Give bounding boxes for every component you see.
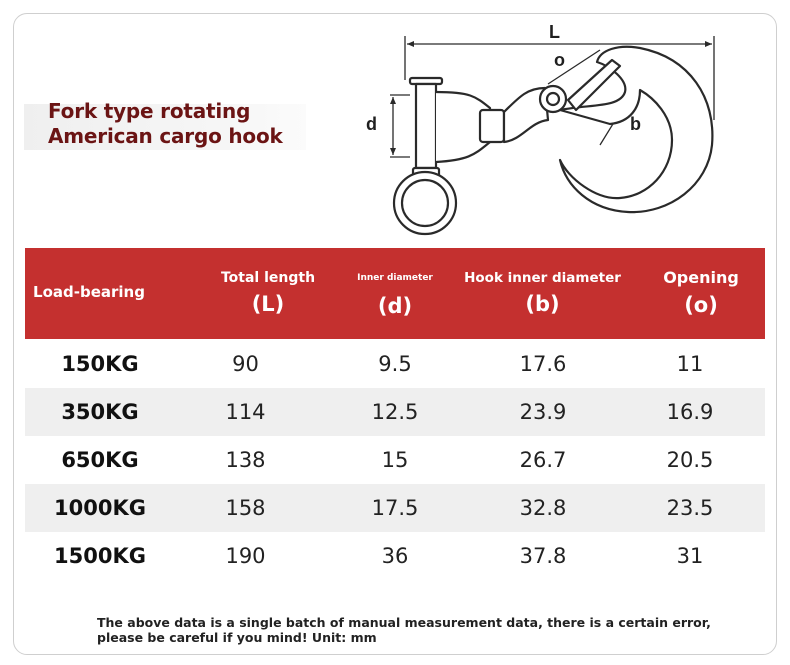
header-total-length: Total length (L) bbox=[193, 270, 343, 316]
swivel-eye-hole bbox=[545, 91, 561, 107]
footnote: The above data is a single batch of manu… bbox=[97, 615, 711, 645]
table-row: 1500KG 190 36 37.8 31 bbox=[25, 532, 765, 580]
cell-inner-diameter: 15 bbox=[381, 448, 409, 472]
cargo-hook bbox=[558, 45, 714, 214]
cell-opening: 16.9 bbox=[666, 400, 714, 424]
cell-inner-diameter: 9.5 bbox=[378, 352, 412, 376]
swivel-body bbox=[502, 86, 550, 144]
header-inner-diameter-symbol: (d) bbox=[377, 294, 413, 318]
ring-inner bbox=[400, 178, 450, 228]
cell-hook-diameter: 23.9 bbox=[519, 400, 567, 424]
cell-length: 190 bbox=[225, 544, 266, 568]
table-header: Load-bearing Total length (L) Inner diam… bbox=[25, 248, 765, 339]
table-row: 150KG 90 9.5 17.6 11 bbox=[25, 340, 765, 388]
cell-length: 90 bbox=[232, 352, 259, 376]
cell-hook-diameter: 32.8 bbox=[519, 496, 567, 520]
header-inner-diameter: Inner diameter (d) bbox=[345, 273, 445, 318]
cell-load: 150KG bbox=[61, 352, 139, 376]
fork-shackle bbox=[414, 82, 438, 170]
cell-length: 138 bbox=[225, 448, 266, 472]
title-box bbox=[24, 104, 306, 150]
table-row: 350KG 114 12.5 23.9 16.9 bbox=[25, 388, 765, 436]
swivel-nut bbox=[478, 108, 506, 144]
cell-hook-diameter: 26.7 bbox=[519, 448, 567, 472]
cell-length: 114 bbox=[225, 400, 266, 424]
header-load-bearing-label: Load-bearing bbox=[33, 283, 145, 301]
title-line-1: Fork type rotating bbox=[48, 99, 251, 123]
cell-load: 1000KG bbox=[54, 496, 146, 520]
cell-load: 650KG bbox=[61, 448, 139, 472]
label-L: L bbox=[549, 22, 560, 42]
cell-opening: 20.5 bbox=[666, 448, 714, 472]
header-total-length-label: Total length bbox=[220, 270, 316, 286]
label-d: d bbox=[366, 114, 377, 134]
cell-inner-diameter: 12.5 bbox=[371, 400, 419, 424]
header-inner-diameter-label: Inner diameter bbox=[357, 273, 433, 283]
header-load-bearing: Load-bearing bbox=[25, 283, 153, 301]
dim-o-line bbox=[547, 49, 601, 85]
cell-load: 1500KG bbox=[54, 544, 146, 568]
hook-diagram: L o d b bbox=[366, 22, 715, 236]
header-opening: Opening (o) bbox=[640, 268, 762, 317]
header-hook-inner-diameter-label: Hook inner diameter bbox=[464, 270, 621, 286]
cell-load: 350KG bbox=[61, 400, 139, 424]
cell-opening: 11 bbox=[676, 352, 704, 376]
cell-hook-diameter: 37.8 bbox=[519, 544, 567, 568]
table-row: 1000KG 158 17.5 32.8 23.5 bbox=[25, 484, 765, 532]
cell-opening: 23.5 bbox=[666, 496, 714, 520]
label-o: o bbox=[554, 50, 565, 70]
header-opening-label: Opening bbox=[663, 268, 739, 287]
header-hook-inner-diameter: Hook inner diameter (b) bbox=[455, 270, 630, 316]
cell-opening: 31 bbox=[676, 544, 704, 568]
header-opening-symbol: (o) bbox=[684, 293, 718, 317]
cell-length: 158 bbox=[225, 496, 266, 520]
cell-inner-diameter: 36 bbox=[381, 544, 409, 568]
table-row: 650KG 138 15 26.7 20.5 bbox=[25, 436, 765, 484]
title-line-2: American cargo hook bbox=[48, 124, 283, 148]
cell-inner-diameter: 17.5 bbox=[371, 496, 419, 520]
header-hook-inner-diameter-symbol: (b) bbox=[525, 292, 560, 316]
safety-latch bbox=[566, 58, 622, 112]
cell-hook-diameter: 17.6 bbox=[519, 352, 567, 376]
label-b: b bbox=[630, 114, 641, 134]
header-total-length-symbol: (L) bbox=[251, 292, 285, 316]
